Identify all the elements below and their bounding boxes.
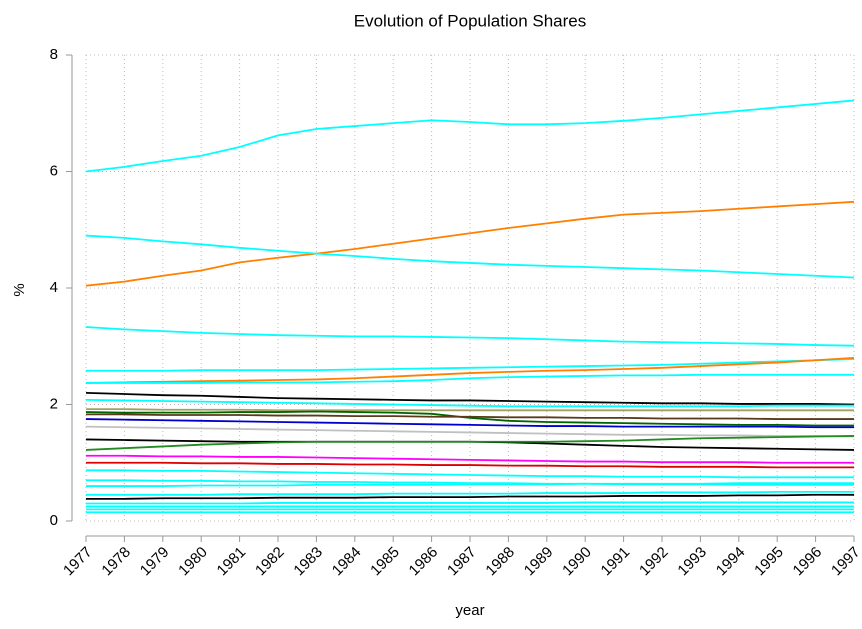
x-tick-label: 1985 bbox=[367, 544, 403, 580]
x-tick-label: 1990 bbox=[559, 544, 595, 580]
x-tick-label: 1986 bbox=[406, 544, 442, 580]
series-line bbox=[86, 454, 854, 464]
series-line bbox=[86, 461, 854, 469]
series-line bbox=[85, 234, 855, 279]
x-tick-label: 1995 bbox=[751, 544, 787, 580]
series-line bbox=[85, 357, 855, 384]
series-line bbox=[85, 425, 855, 438]
x-tick-label: 1996 bbox=[790, 544, 826, 580]
y-tick-label: 8 bbox=[50, 46, 58, 63]
series-line bbox=[85, 398, 854, 408]
series-line bbox=[85, 410, 854, 427]
x-tick-label: 1997 bbox=[828, 544, 862, 580]
series-line bbox=[86, 413, 854, 420]
x-tick-label: 1978 bbox=[98, 544, 134, 580]
x-tick-label: 1992 bbox=[636, 544, 672, 580]
y-tick-label: 4 bbox=[50, 279, 58, 296]
y-tick-label: 0 bbox=[50, 512, 58, 529]
series-line bbox=[85, 391, 855, 406]
x-tick-label: 1983 bbox=[290, 544, 326, 580]
series-line bbox=[86, 482, 854, 487]
y-tick-label: 6 bbox=[50, 162, 58, 179]
series-line bbox=[85, 200, 855, 287]
series-line bbox=[86, 408, 854, 412]
series-line bbox=[86, 373, 854, 384]
series-line bbox=[85, 326, 855, 347]
series-line bbox=[86, 490, 854, 496]
series-line bbox=[86, 501, 854, 505]
x-tick-label: 1982 bbox=[252, 544, 288, 580]
x-tick-label: 1988 bbox=[482, 544, 518, 580]
x-tick-label: 1979 bbox=[137, 544, 173, 580]
series-line bbox=[86, 469, 854, 479]
x-tick-label: 1977 bbox=[60, 544, 96, 580]
x-tick-label: 1987 bbox=[444, 544, 480, 580]
x-tick-label: 1989 bbox=[521, 544, 557, 580]
series-line bbox=[85, 435, 855, 451]
series-line bbox=[85, 99, 855, 173]
y-tick-label: 2 bbox=[50, 395, 58, 412]
x-tick-label: 1981 bbox=[214, 544, 250, 580]
x-tick-label: 1984 bbox=[329, 544, 365, 580]
x-tick-label: 1980 bbox=[175, 544, 211, 580]
x-axis-label: year bbox=[455, 602, 484, 619]
series-line bbox=[86, 493, 854, 500]
x-tick-label: 1994 bbox=[713, 544, 749, 580]
chart-title: Evolution of Population Shares bbox=[354, 11, 587, 30]
series-line bbox=[86, 358, 855, 372]
x-tick-label: 1991 bbox=[598, 544, 634, 580]
series-line bbox=[86, 479, 854, 486]
series-line bbox=[85, 418, 854, 429]
y-axis-label: % bbox=[11, 283, 28, 296]
x-tick-label: 1993 bbox=[674, 544, 710, 580]
